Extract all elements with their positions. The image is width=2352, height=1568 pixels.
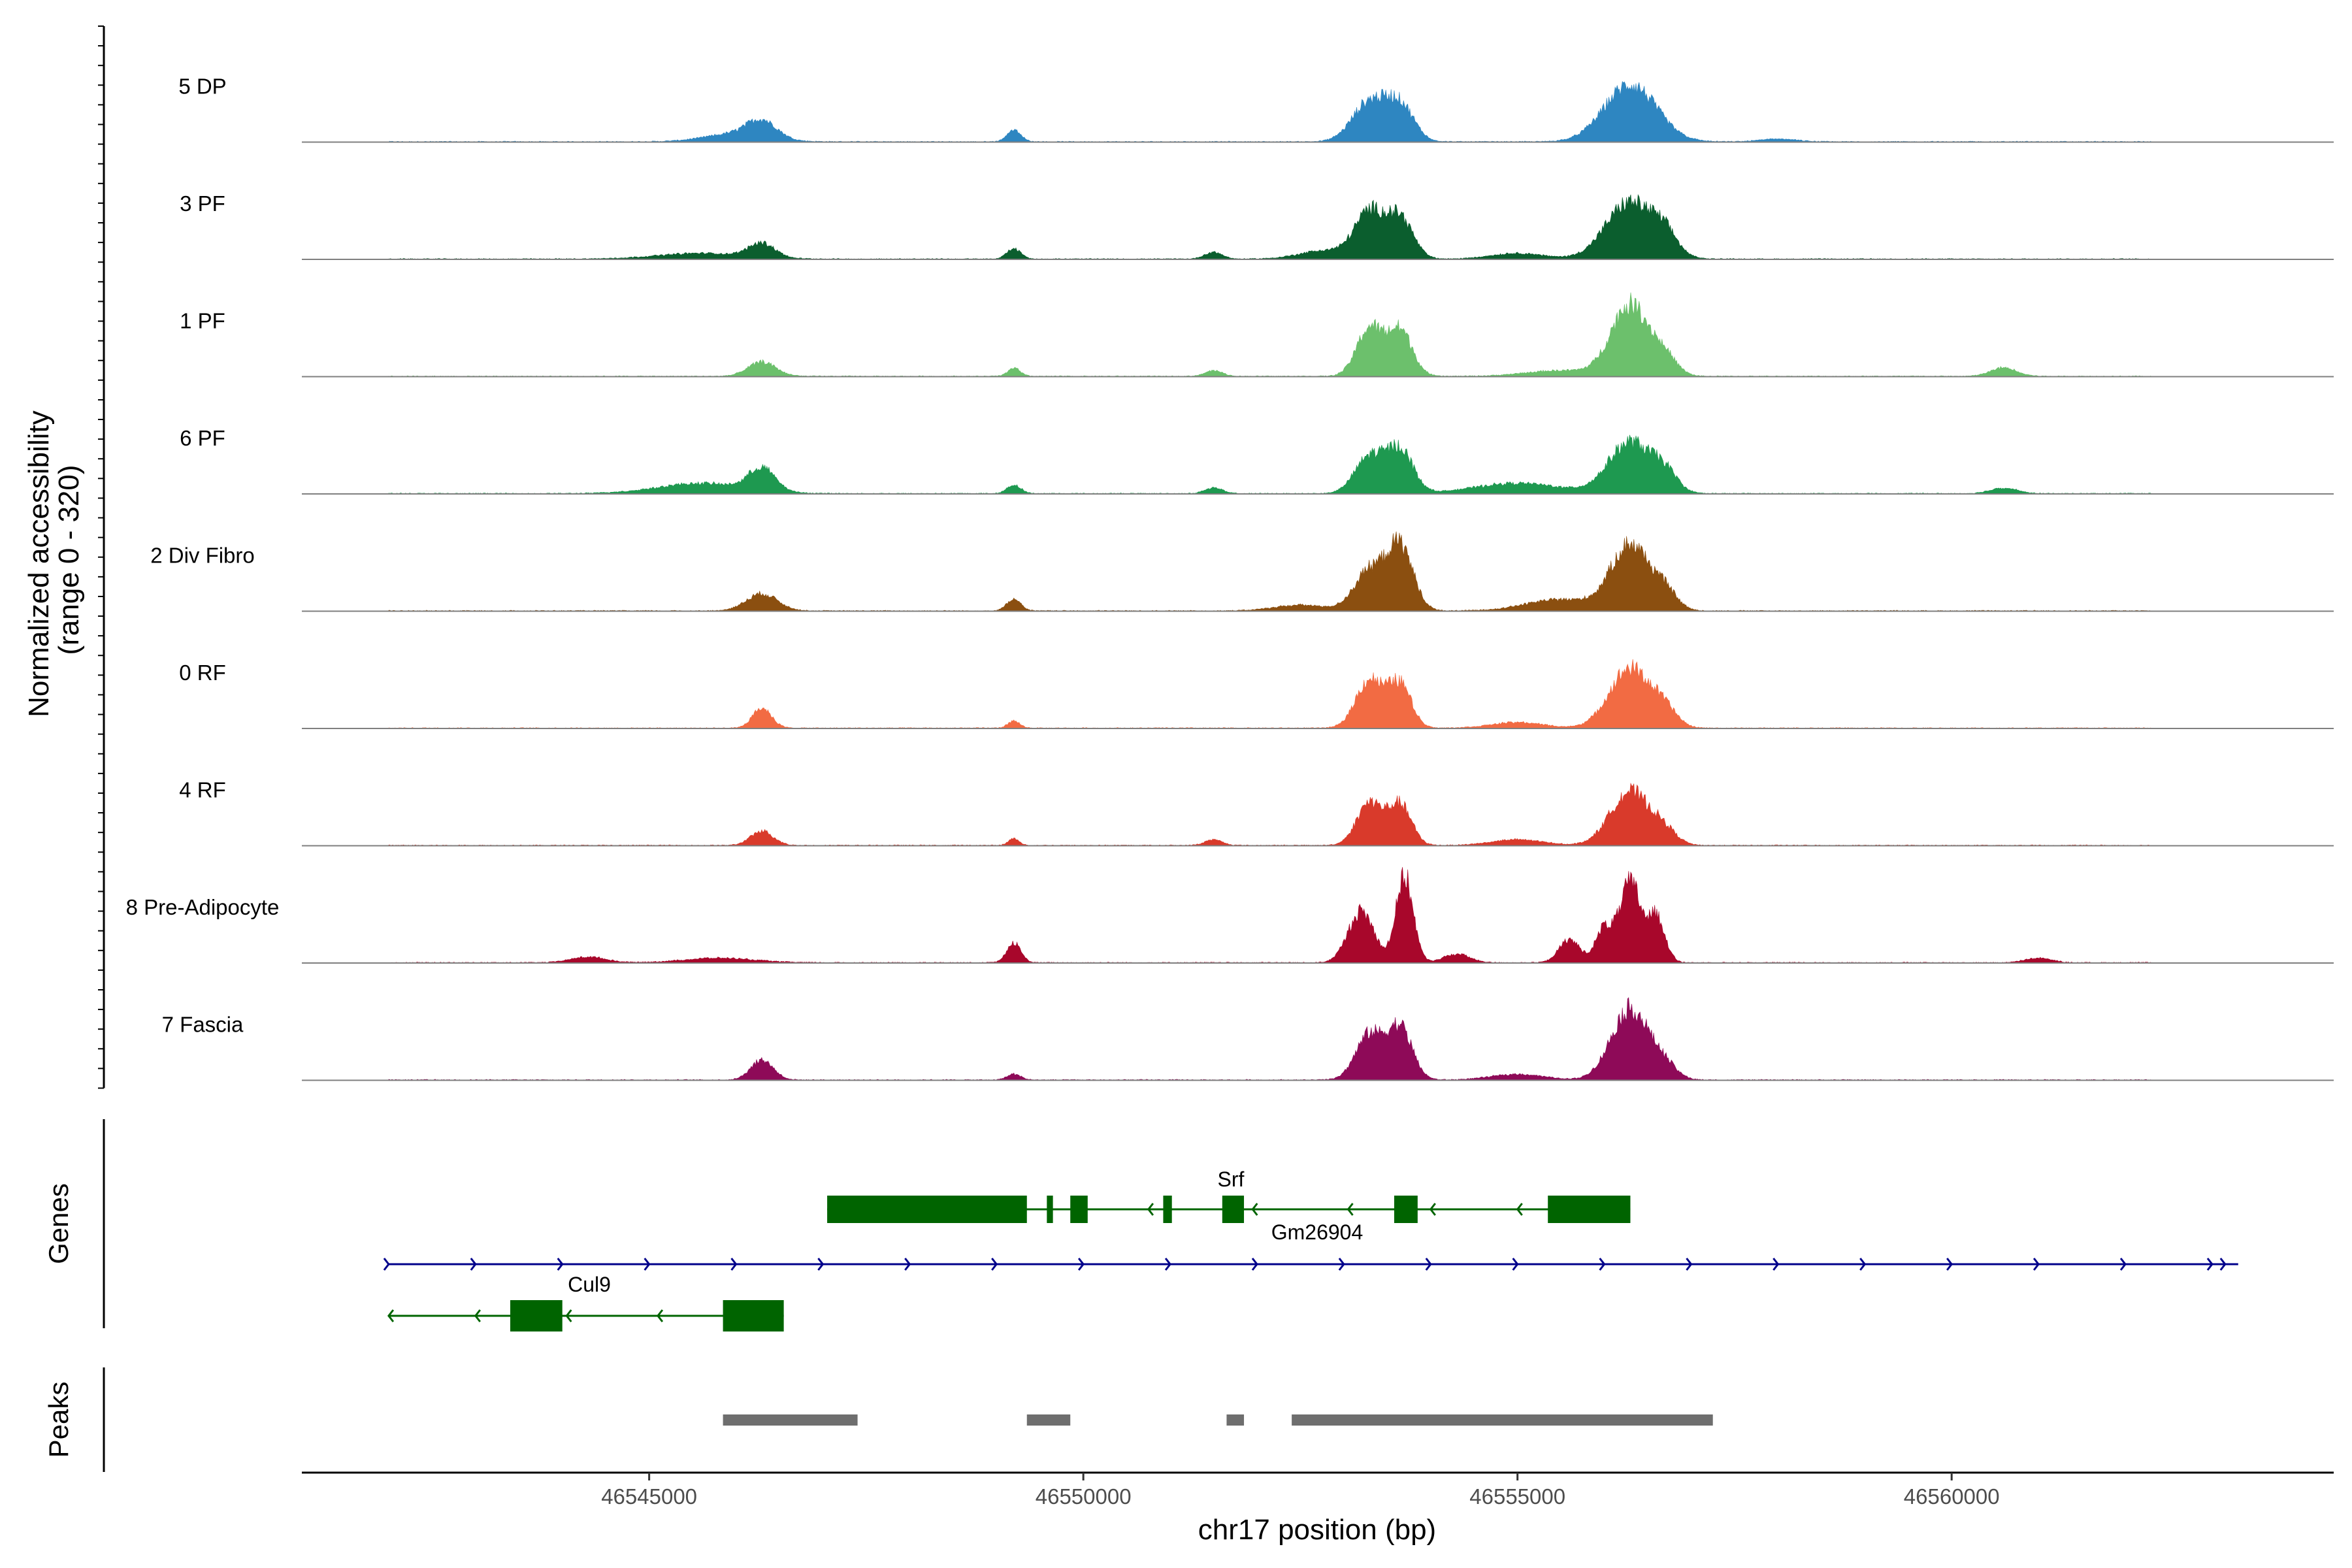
peaks-panel-title: Peaks [43,1382,74,1458]
genes-panel-title: Genes [43,1183,74,1264]
track-2-div-fibro: 2 Div Fibro [150,531,2334,612]
peak-region [1026,1414,1071,1426]
peak-region [1292,1414,1713,1426]
srf-exon [1222,1196,1245,1223]
cul9-exon [723,1300,784,1331]
srf-strand-arrow [1347,1203,1354,1216]
x-axis: 46545000 46550000 46555000 46560000 [601,1473,2000,1509]
track-8-pre-adipocyte: 8 Pre-Adipocyte [126,867,2334,964]
gm26904-strand-arrow [1338,1258,1345,1271]
cul9-strand-arrow [565,1309,572,1322]
gm26904-strand-arrow [1599,1258,1606,1271]
gene-label-srf: Srf [1218,1168,1245,1191]
track-label: 6 PF [180,426,225,450]
gm26904-strand-arrow [2219,1258,2227,1271]
track-label: 7 Fascia [162,1013,244,1037]
track-label: 5 DP [178,74,226,99]
coverage-y-axis [98,25,105,1089]
gm26904-strand-arrow [904,1258,911,1271]
x-axis-title: chr17 position (bp) [1198,1514,1436,1546]
x-tick-label: 46560000 [1904,1484,2000,1509]
y-axis-title: Normalized accessibility (range 0 - 320) [23,402,85,717]
track-label: 2 Div Fibro [150,544,255,568]
gene-label-cul9: Cul9 [568,1273,611,1296]
gm26904-strand-arrow [470,1258,477,1271]
peak-region [723,1414,858,1426]
srf-exon [1047,1196,1053,1223]
track-4-rf: 4 RF [179,778,2334,847]
srf-exon [1394,1196,1418,1223]
gm26904-strand-arrow [644,1258,651,1271]
track-label: 1 PF [180,309,225,333]
x-tick-label: 46555000 [1469,1484,1565,1509]
y-axis-title-line2: (range 0 - 320) [53,465,85,655]
gm26904-strand-arrow [730,1258,738,1271]
cul9-exon [510,1300,563,1331]
gm26904-strand-arrow [1251,1258,1258,1271]
track-1-pf: 1 PF [180,292,2334,378]
gm26904-strand-arrow [817,1258,825,1271]
srf-strand-arrow [1429,1203,1436,1216]
srf-exon [827,1196,1027,1223]
peak-region [1226,1414,1245,1426]
peak-track [723,1414,1713,1426]
gm26904-strand-arrow [1772,1258,1780,1271]
gm26904-strand-arrow [1859,1258,1867,1271]
track-label: 0 RF [179,661,226,685]
gm26904-strand-arrow [1512,1258,1519,1271]
gm26904-strand-arrow [1686,1258,1693,1271]
gm26904-strand-arrow [1425,1258,1432,1271]
y-axis-title-line1: Normalized accessibility [23,410,55,717]
gm26904-strand-arrow [1077,1258,1085,1271]
track-5-dp: 5 DP [178,74,2334,143]
track-3-pf: 3 PF [180,191,2334,260]
coverage-tracks: 5 DP 3 PF 1 PF 6 PF 2 Div Fibro 0 RF 4 RF 8 Pre… [126,74,2334,1081]
cul9-strand-arrow [657,1309,664,1322]
track-label: 8 Pre-Adipocyte [126,895,280,919]
gm26904-strand-arrow [991,1258,998,1271]
gene-label-gm26904: Gm26904 [1271,1220,1364,1244]
gm26904-strand-arrow [557,1258,564,1271]
cul9-strand-arrow [474,1309,481,1322]
track-6-pf: 6 PF [180,426,2334,495]
gene-track [383,1196,2238,1331]
x-tick-label: 46545000 [601,1484,697,1509]
srf-exon [1548,1196,1631,1223]
track-7-fascia: 7 Fascia [162,997,2334,1081]
cul9-strand-arrow [387,1309,395,1322]
srf-strand-arrow [1251,1203,1258,1216]
gm26904-strand-arrow [383,1258,390,1271]
track-0-rf: 0 RF [179,659,2334,729]
x-tick-label: 46550000 [1036,1484,1132,1509]
srf-strand-arrow [1147,1203,1154,1216]
gm26904-strand-arrow [2033,1258,2040,1271]
track-label: 3 PF [180,191,225,216]
gm26904-strand-arrow [2119,1258,2127,1271]
gm26904-strand-arrow [1946,1258,1953,1271]
track-label: 4 RF [179,778,226,802]
gm26904-strand-arrow [1164,1258,1171,1271]
srf-strand-arrow [1516,1203,1523,1216]
srf-exon [1070,1196,1088,1223]
srf-exon [1163,1196,1172,1223]
gm26904-strand-arrow [2206,1258,2213,1271]
